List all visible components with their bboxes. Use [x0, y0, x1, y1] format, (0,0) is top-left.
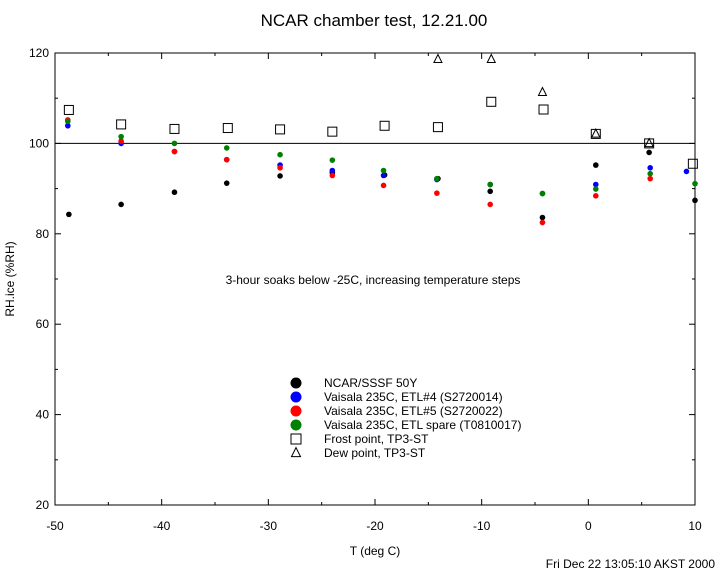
data-point	[646, 149, 652, 156]
data-point	[277, 173, 283, 179]
legend-marker	[290, 377, 302, 389]
data-point	[647, 175, 653, 182]
data-point	[171, 140, 178, 147]
data-point	[329, 157, 336, 163]
y-axis: 20 40 60 80 100 120	[29, 46, 695, 512]
data-point	[432, 122, 443, 133]
data-point	[593, 186, 599, 192]
legend-marker	[290, 446, 302, 458]
data-point	[169, 123, 180, 134]
x-axis: -50 -40 -30 -20 -10 0 10	[46, 53, 702, 533]
data-point	[277, 165, 283, 171]
data-point	[223, 145, 230, 151]
legend-entry: Dew point, TP3-ST	[324, 446, 426, 460]
data-point	[380, 182, 387, 189]
y-tick-label: 20	[36, 498, 50, 512]
series-2	[65, 117, 653, 226]
x-tick-label: -50	[46, 519, 64, 533]
data-point	[275, 124, 286, 135]
legend-marker	[290, 391, 302, 403]
data-point	[593, 193, 599, 199]
data-point	[434, 175, 440, 182]
data-point	[66, 211, 72, 218]
legend-marker	[290, 405, 302, 417]
series-1	[65, 122, 690, 197]
data-point	[644, 137, 654, 148]
series-3	[65, 118, 698, 197]
data-point	[593, 162, 599, 168]
data-point	[692, 180, 698, 187]
data-point	[433, 53, 443, 64]
data-point	[118, 133, 124, 140]
x-tick-label: 0	[585, 519, 592, 533]
data-point	[63, 104, 74, 115]
data-point	[118, 138, 124, 144]
legend-entry: NCAR/SSSF 50Y	[324, 376, 417, 390]
data-point	[538, 104, 549, 115]
annotation: 3-hour soaks below -25C, increasing temp…	[226, 273, 521, 287]
x-tick-label: -20	[366, 519, 384, 533]
timestamp-footer: Fri Dec 22 13:05:10 AKST 2000	[546, 557, 716, 571]
legend-entry: Frost point, TP3-ST	[324, 432, 429, 446]
data-point	[647, 165, 653, 171]
data-point	[487, 201, 494, 208]
data-point	[65, 118, 71, 125]
data-point	[380, 167, 387, 174]
x-tick-label: -40	[153, 519, 171, 533]
legend-entry: Vaisala 235C, ETL spare (T0810017)	[324, 418, 521, 432]
data-point	[593, 181, 599, 188]
series-4	[63, 96, 698, 169]
data-point	[171, 189, 178, 196]
data-point	[329, 167, 336, 174]
data-point	[223, 180, 230, 186]
series-5	[433, 53, 654, 148]
x-axis-label: T (deg C)	[350, 544, 400, 558]
data-point	[687, 158, 698, 169]
data-point	[539, 190, 546, 197]
data-point	[277, 151, 283, 158]
data-point	[118, 201, 124, 208]
data-point	[65, 122, 71, 129]
data-point	[692, 197, 698, 204]
data-point	[171, 148, 178, 155]
chart-title: NCAR chamber test, 12.21.00	[261, 11, 488, 30]
data-point	[537, 86, 548, 97]
y-tick-label: 60	[36, 317, 50, 331]
y-tick-label: 100	[29, 136, 49, 150]
y-axis-label: RH.ice (%RH)	[3, 241, 17, 316]
data-point	[434, 190, 440, 196]
data-point	[379, 120, 390, 131]
y-tick-label: 120	[29, 46, 49, 60]
data-point	[116, 119, 127, 130]
data-point	[486, 53, 497, 64]
data-point	[327, 126, 338, 137]
data-point	[539, 219, 546, 226]
data-point	[683, 168, 690, 175]
data-point	[380, 172, 387, 179]
data-point	[539, 214, 546, 221]
legend-entry: Vaisala 235C, ETL#4 (S2720014)	[324, 390, 503, 404]
x-tick-label: -30	[260, 519, 278, 533]
legend-entry: Vaisala 235C, ETL#5 (S2720022)	[324, 404, 503, 418]
y-tick-label: 80	[36, 227, 50, 241]
data-point	[487, 181, 494, 188]
data-point	[223, 156, 230, 163]
data-point	[329, 172, 336, 179]
legend-marker	[290, 433, 302, 445]
data-point	[222, 123, 233, 134]
data-point	[486, 96, 497, 107]
legend-marker	[290, 419, 302, 431]
x-tick-label: 10	[688, 519, 702, 533]
data-point	[487, 188, 494, 195]
x-tick-label: -10	[473, 519, 491, 533]
y-tick-label: 40	[36, 408, 50, 422]
data-point	[647, 170, 653, 177]
data-marks	[63, 53, 698, 226]
data-point	[590, 127, 601, 138]
